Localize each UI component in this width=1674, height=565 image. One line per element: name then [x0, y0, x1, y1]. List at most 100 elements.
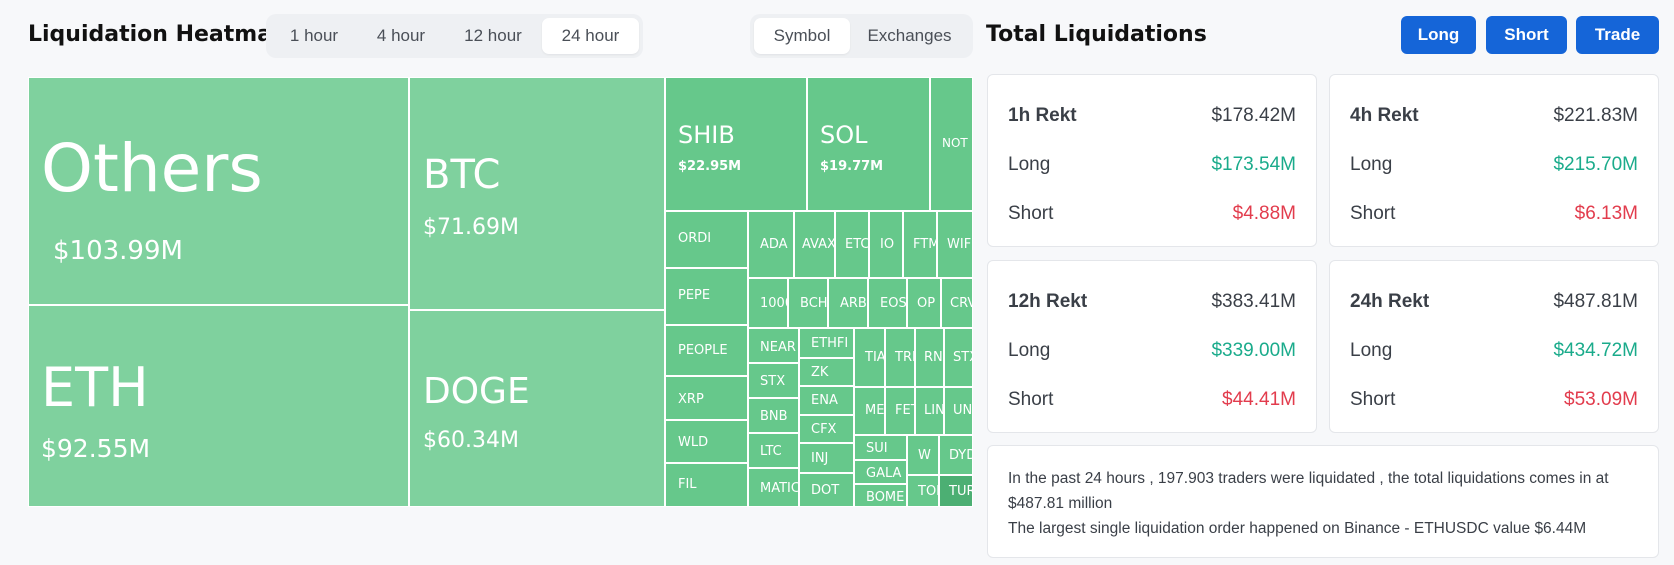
- view-tabs: Symbol Exchanges: [750, 14, 973, 58]
- heatmap-tile-stx[interactable]: STX: [748, 363, 799, 398]
- tile-symbol: LTC: [760, 444, 782, 459]
- tile-value: $103.99M: [53, 236, 183, 266]
- tile-symbol: RNDR: [924, 350, 943, 365]
- tile-symbol: EOS: [880, 296, 907, 311]
- heatmap-tile-xrp[interactable]: XRP: [665, 376, 748, 420]
- heatmap-tile-eos[interactable]: EOS: [868, 278, 907, 328]
- tile-symbol: ARB: [840, 296, 867, 311]
- heatmap-tile-avax[interactable]: AVAX: [794, 211, 835, 278]
- heatmap-tile-link[interactable]: LINK: [915, 387, 944, 435]
- tile-symbol: ETH: [41, 356, 149, 419]
- heatmap-tile-ftm[interactable]: FTM: [903, 211, 937, 278]
- heatmap-tile-shib[interactable]: SHIB $22.95M: [665, 77, 807, 211]
- tile-symbol: ORDI: [678, 231, 712, 246]
- heatmap-tile-zk[interactable]: ZK: [799, 358, 854, 386]
- heatmap-tile-stx-2[interactable]: STX: [944, 328, 973, 387]
- heatmap-tile-w[interactable]: W: [907, 435, 939, 475]
- heatmap-tile-1000[interactable]: 1000: [748, 278, 788, 328]
- tab-12-hour[interactable]: 12 hour: [464, 26, 522, 45]
- heatmap-tile-io[interactable]: IO: [869, 211, 903, 278]
- tile-symbol: LINK: [924, 403, 944, 418]
- card-24h-rekt: 24h Rekt $487.81M Long $434.72M Short $53.0…: [1329, 260, 1659, 433]
- trade-button[interactable]: Trade: [1576, 16, 1659, 54]
- tile-symbol: Others: [41, 130, 263, 207]
- heatmap-tile-etc[interactable]: ETC: [835, 211, 869, 278]
- heatmap-tile-rndr[interactable]: RNDR: [915, 328, 944, 387]
- heatmap-tile-people[interactable]: PEOPLE: [665, 325, 748, 376]
- heatmap-tile-not[interactable]: NOT: [930, 77, 973, 211]
- tab-24-hour[interactable]: 24 hour: [542, 18, 639, 54]
- tile-symbol: WIF: [947, 237, 972, 252]
- tile-symbol: FIL: [678, 477, 697, 492]
- card-1h-rekt: 1h Rekt $178.42M Long $173.54M Short $4.88M: [987, 74, 1317, 247]
- long-value: $215.70M: [1553, 154, 1638, 175]
- tab-1-hour[interactable]: 1 hour: [289, 26, 339, 45]
- long-label: Long: [1350, 154, 1393, 175]
- card-label: 24h Rekt: [1350, 291, 1430, 312]
- heatmap-tile-meme[interactable]: MEME: [854, 387, 885, 435]
- summary-line-2: The largest single liquidation order hap…: [1008, 520, 1587, 537]
- heatmap-tile-fil[interactable]: FIL: [665, 463, 748, 507]
- short-label: Short: [1350, 389, 1396, 410]
- tile-symbol: FET: [895, 403, 914, 418]
- tile-symbol: SUI: [866, 441, 888, 456]
- tile-symbol: MATIC: [760, 481, 799, 496]
- long-button[interactable]: Long: [1401, 16, 1476, 54]
- heatmap-tile-arb[interactable]: ARB: [828, 278, 868, 328]
- tile-symbol: ETC: [845, 237, 869, 252]
- heatmap-tile-ethfi[interactable]: ETHFI: [799, 328, 854, 358]
- heatmap-tile-matic[interactable]: MATIC: [748, 468, 799, 507]
- heatmap-tile-fet[interactable]: FET: [885, 387, 915, 435]
- heatmap-tile-wld[interactable]: WLD: [665, 420, 748, 463]
- heatmap-tile-bch[interactable]: BCH: [788, 278, 828, 328]
- heatmap-tile-sui[interactable]: SUI: [854, 435, 907, 460]
- heatmap-tile-ordi[interactable]: ORDI: [665, 211, 748, 268]
- tile-value: $60.34M: [423, 428, 519, 453]
- tile-symbol: BOME: [866, 490, 905, 505]
- long-value: $434.72M: [1553, 340, 1638, 361]
- tile-symbol: SHIB: [678, 121, 735, 149]
- heatmap-tile-gala[interactable]: GALA: [854, 460, 907, 484]
- card-4h-rekt: 4h Rekt $221.83M Long $215.70M Short $6.13M: [1329, 74, 1659, 247]
- heatmap-tile-wif[interactable]: WIF: [937, 211, 973, 278]
- heatmap-tile-op[interactable]: OP: [907, 278, 941, 328]
- tab-exchanges[interactable]: Exchanges: [867, 26, 952, 45]
- tile-symbol: XRP: [678, 392, 704, 407]
- heatmap-tile-inj[interactable]: INJ: [799, 443, 854, 473]
- tile-symbol: PEPE: [678, 288, 711, 303]
- heatmap-tile-ltc[interactable]: LTC: [748, 433, 799, 468]
- heatmap-tile-eth[interactable]: ETH $92.55M: [28, 305, 409, 507]
- short-button[interactable]: Short: [1486, 16, 1567, 54]
- heatmap-tile-tia[interactable]: TIA: [854, 328, 885, 387]
- tile-symbol: CRV: [950, 296, 972, 311]
- heatmap-tile-bome[interactable]: BOME: [854, 484, 907, 507]
- heatmap-tile-pepe[interactable]: PEPE: [665, 268, 748, 325]
- heatmap-tile-turbo[interactable]: TURBO: [939, 475, 973, 507]
- tile-symbol: ADA: [760, 237, 788, 252]
- heatmap-tile-doge[interactable]: DOGE $60.34M: [409, 310, 665, 507]
- tab-symbol[interactable]: Symbol: [754, 18, 850, 54]
- heatmap-tile-crv[interactable]: CRV: [941, 278, 973, 328]
- heatmap-tile-uni[interactable]: UNI: [944, 387, 973, 435]
- heatmap-tile-dot[interactable]: DOT: [799, 473, 854, 507]
- heatmap-tile-ton[interactable]: TON: [907, 475, 939, 507]
- card-total: $383.41M: [1211, 291, 1296, 312]
- tile-symbol: STX: [760, 374, 786, 389]
- short-value: $4.88M: [1232, 203, 1296, 224]
- tab-4-hour[interactable]: 4 hour: [376, 26, 426, 45]
- heatmap-tile-ena[interactable]: ENA: [799, 386, 854, 415]
- card-total: $487.81M: [1553, 291, 1638, 312]
- heatmap-tile-ada[interactable]: ADA: [748, 211, 794, 278]
- heatmap-tile-near[interactable]: NEAR: [748, 328, 799, 363]
- heatmap-tile-cfx[interactable]: CFX: [799, 415, 854, 443]
- heatmap-tile-dydx[interactable]: DYDX: [939, 435, 973, 475]
- heatmap-tile-trb[interactable]: TRB: [885, 328, 915, 387]
- card-total: $221.83M: [1553, 105, 1638, 126]
- heatmap-tile-others[interactable]: Others $103.99M: [28, 77, 409, 305]
- heatmap-tile-sol[interactable]: SOL $19.77M: [807, 77, 930, 211]
- tile-symbol: FTM: [913, 237, 937, 252]
- heatmap-tile-btc[interactable]: BTC $71.69M: [409, 77, 665, 310]
- tile-symbol: WLD: [678, 435, 709, 450]
- short-label: Short: [1008, 389, 1054, 410]
- heatmap-tile-bnb[interactable]: BNB: [748, 398, 799, 433]
